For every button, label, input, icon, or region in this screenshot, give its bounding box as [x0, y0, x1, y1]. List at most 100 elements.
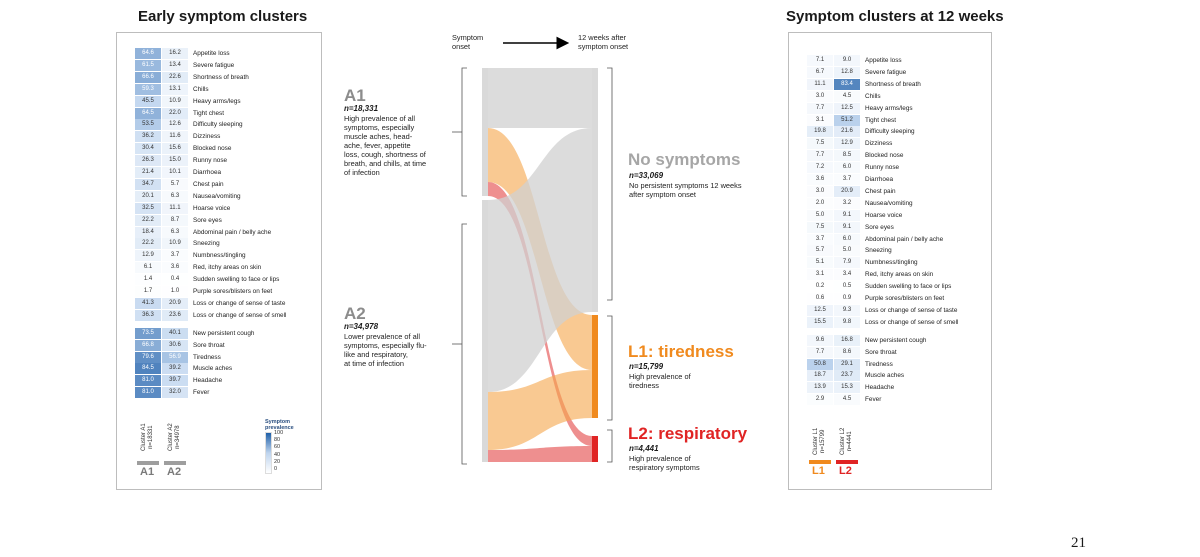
heatmap-cell: 36.3 — [135, 309, 161, 321]
heatmap-row: 73.5 40.1 New persistent cough — [117, 327, 321, 340]
heatmap-row: 6.1 3.6 Red, itchy areas on skin — [117, 262, 321, 274]
heatmap-cell: 6.3 — [162, 190, 188, 202]
symptom-label: Hoarse voice — [193, 204, 231, 212]
heatmap-cell: 66.8 — [135, 339, 161, 351]
heatmap-cell: 66.6 — [135, 71, 161, 83]
legend-tick: 100 — [274, 430, 284, 436]
heatmap-cell: 84.5 — [135, 363, 161, 375]
heatmap-cell: 7.9 — [834, 257, 860, 269]
heatmap-cell: 56.9 — [162, 351, 188, 363]
flow-a2-l1 — [488, 370, 592, 450]
heatmap-cell: 9.0 — [834, 55, 860, 66]
heatmap-cell: 1.0 — [162, 286, 188, 297]
heatmap-cell: 15.6 — [162, 143, 188, 155]
heatmap-cell: 8.5 — [834, 150, 860, 162]
heatmap-cell: 34.7 — [135, 178, 161, 190]
heatmap-row: 0.2 0.5 Sudden swelling to face or lips — [789, 281, 991, 293]
symptom-label: Blocked nose — [193, 145, 232, 153]
symptom-label: Abdominal pain / belly ache — [865, 235, 944, 243]
heatmap-row: 13.9 15.3 Headache — [789, 382, 991, 394]
flow-a1-l2 — [488, 182, 592, 446]
heatmap-row: 84.5 39.2 Muscle aches — [117, 363, 321, 375]
heatmap-cell: 6.0 — [834, 162, 860, 174]
flow-a2-l2 — [488, 446, 592, 462]
heatmap-cell: 9.1 — [834, 209, 860, 221]
node-no-symptoms — [592, 68, 598, 312]
heatmap-cell: 13.1 — [162, 83, 188, 95]
no-symptoms-description: No persistent symptoms 12 weeks after sy… — [629, 181, 742, 199]
heatmap-cell: 12.8 — [834, 66, 860, 78]
flow-header-from: Symptom onset — [452, 33, 484, 51]
heatmap-cell: 10.9 — [162, 238, 188, 250]
symptom-label: Numbness/tingling — [865, 259, 918, 267]
cluster-footer-label: A1 — [140, 466, 155, 478]
heatmap-row: 1.4 0.4 Sudden swelling to face or lips — [117, 274, 321, 286]
heatmap-cell: 40.1 — [162, 327, 188, 339]
node-l2 — [592, 436, 598, 462]
heatmap-cell: 21.6 — [834, 126, 860, 138]
heatmap-cell: 22.2 — [135, 238, 161, 250]
heatmap-row: 1.7 1.0 Purple sores/blisters on feet — [117, 286, 321, 298]
l2-description: High prevalence of respiratory symptoms — [629, 454, 700, 472]
heatmap-cell: 5.0 — [807, 209, 833, 221]
symptom-label: Shortness of breath — [193, 73, 249, 81]
heatmap-cell: 2.0 — [807, 197, 833, 209]
heatmap-cell: 2.9 — [807, 394, 833, 406]
no-symptoms-n: n=33,069 — [629, 171, 664, 180]
flow-header-to: 12 weeks after symptom onset — [578, 33, 629, 51]
heatmap-row: 7.1 9.0 Appetite loss — [789, 55, 991, 67]
heatmap-cell: 0.9 — [834, 293, 860, 304]
symptom-label: Muscle aches — [193, 365, 233, 373]
heatmap-cell: 8.7 — [162, 214, 188, 226]
heatmap-row: 18.7 23.7 Muscle aches — [789, 370, 991, 382]
heatmap-cell: 11.6 — [162, 131, 188, 143]
heatmap-cell: 20.9 — [162, 297, 188, 309]
symptom-label: Loss or change of sense of taste — [193, 299, 286, 307]
heatmap-cell: 21.4 — [135, 167, 161, 178]
symptom-label: Sore eyes — [865, 223, 894, 231]
symptom-label: Dizziness — [865, 140, 893, 148]
heatmap-row: 22.2 8.7 Sore eyes — [117, 214, 321, 227]
heatmap-cell: 3.7 — [807, 233, 833, 245]
heatmap-cell: 13.9 — [807, 382, 833, 394]
heatmap-row: 64.6 16.2 Appetite loss — [117, 48, 321, 60]
heatmap-cell: 11.1 — [807, 78, 833, 90]
heatmap-row: 11.1 83.4 Shortness of breath — [789, 78, 991, 91]
cluster-footer-bar — [137, 461, 159, 465]
symptom-label: Shortness of breath — [865, 80, 921, 88]
heatmap-row: 2.0 3.2 Nausea/vomiting — [789, 197, 991, 210]
heatmap-row: 7.7 8.5 Blocked nose — [789, 150, 991, 162]
symptom-label: Muscle aches — [865, 372, 905, 380]
heatmap-cell: 22.0 — [162, 107, 188, 119]
heatmap-row: 21.4 10.1 Diarrhoea — [117, 167, 321, 179]
heatmap-row: 15.5 9.8 Loss or change of sense of smell — [789, 316, 991, 329]
heatmap-row: 7.5 12.9 Dizziness — [789, 138, 991, 150]
heatmap-row: 53.5 12.6 Difficulty sleeping — [117, 119, 321, 131]
cluster-footer-bar — [836, 460, 858, 464]
heatmap-cell: 59.3 — [135, 83, 161, 95]
heatmap-cell: 18.7 — [807, 370, 833, 382]
heatmap-cell: 22.6 — [162, 71, 188, 83]
heatmap-cell: 16.8 — [834, 334, 860, 346]
heatmap-row: 20.1 6.3 Nausea/vomiting — [117, 190, 321, 203]
symptom-label: Nausea/vomiting — [193, 192, 241, 200]
heatmap-row: 50.8 29.1 Tiredness — [789, 358, 991, 371]
heatmap-cell: 1.4 — [135, 274, 161, 286]
l2-label: L2: respiratory — [628, 424, 748, 443]
heatmap-cell: 39.7 — [162, 375, 188, 387]
heatmap-cell: 23.6 — [162, 309, 188, 321]
heatmap-cell: 7.7 — [807, 102, 833, 114]
heatmap-cell: 3.2 — [834, 197, 860, 209]
symptom-label: Difficulty sleeping — [193, 121, 243, 129]
heatmap-cell: 39.2 — [162, 363, 188, 375]
symptom-label: Sneezing — [193, 240, 220, 248]
legend-gradient — [265, 432, 272, 474]
symptom-label: Heavy arms/legs — [865, 104, 913, 112]
heatmap-row: 36.3 23.6 Loss or change of sense of smell — [117, 309, 321, 322]
heatmap-row: 79.6 56.9 Tiredness — [117, 351, 321, 364]
symptom-label: Abdominal pain / belly ache — [193, 228, 272, 236]
heatmap-cell: 3.0 — [807, 185, 833, 197]
symptom-label: Red, itchy areas on skin — [865, 271, 934, 279]
heatmap-cell: 29.1 — [834, 358, 860, 370]
a2-label: A2 — [344, 304, 366, 323]
